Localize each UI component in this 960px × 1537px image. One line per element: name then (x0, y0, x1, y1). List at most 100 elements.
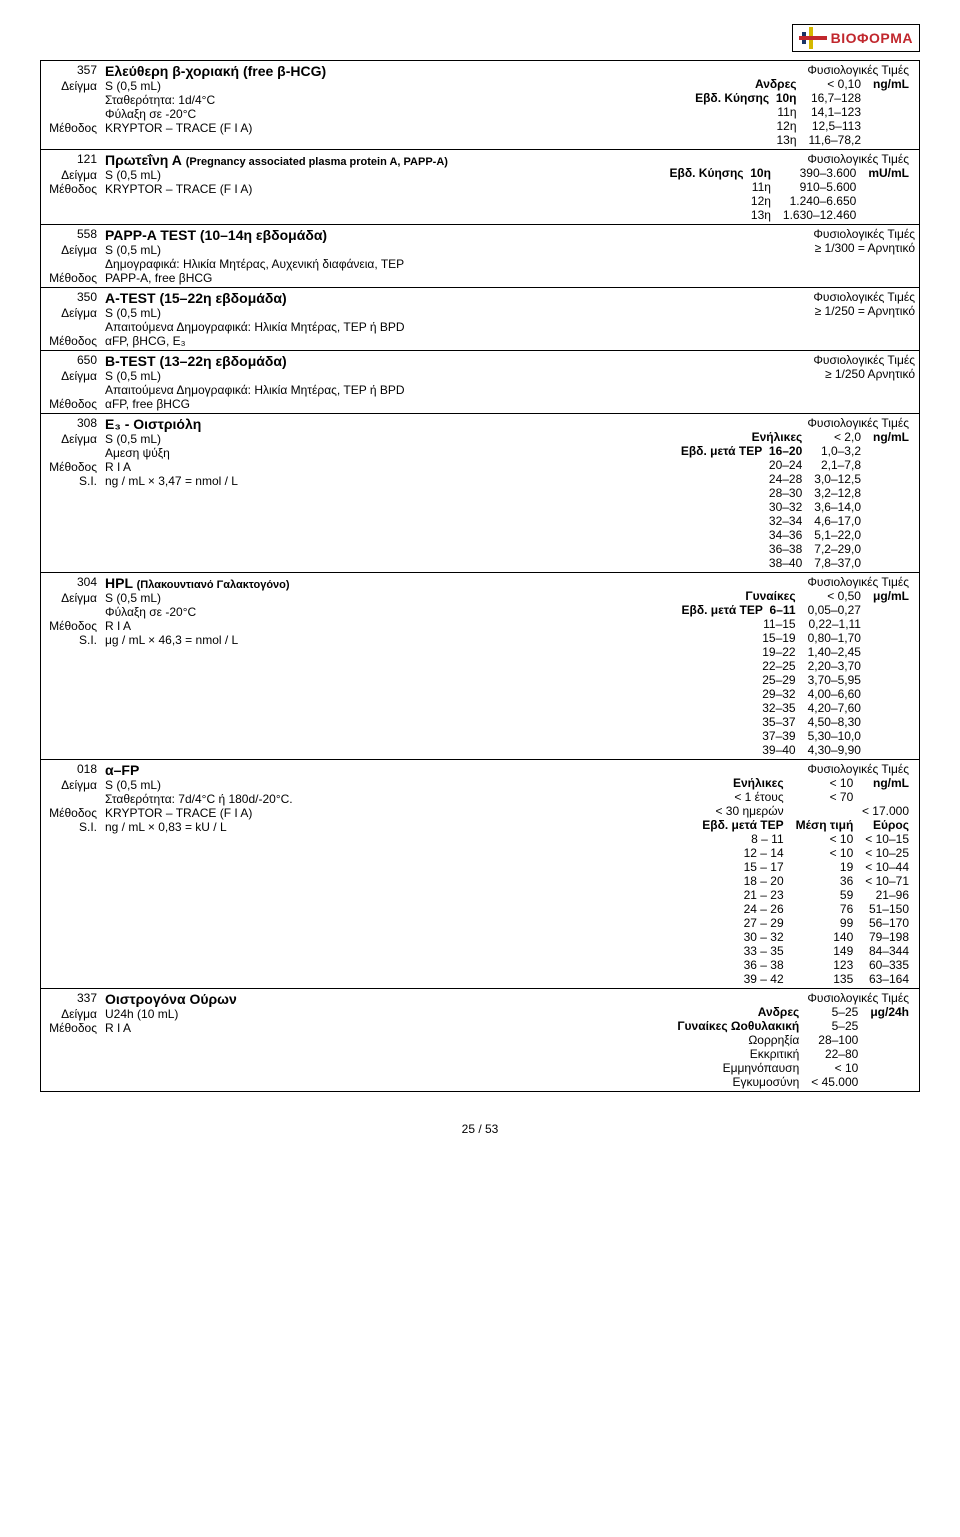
row-key: 13η (689, 133, 802, 147)
method-value: PAPP-A, free βHCG (105, 271, 212, 285)
row-range: < 10–71 (859, 874, 915, 888)
sample-label: Δείγμα (45, 432, 105, 446)
sample-value: S (0,5 mL) (105, 432, 161, 446)
row-val: 7,2–29,0 (808, 542, 867, 556)
row-key: 12η (689, 119, 802, 133)
row-range: 60–335 (859, 958, 915, 972)
sample-label: Δείγμα (45, 1007, 105, 1021)
row-val: < 10 (805, 1061, 864, 1075)
row-key: 8 – 11 (696, 832, 789, 846)
lt1-label: < 1 έτους (696, 790, 789, 804)
row-key: 24–28 (675, 472, 808, 486)
gyn-value: < 0,50 (802, 589, 867, 603)
phys-label: Φυσιολογικές Τιμές (675, 575, 915, 589)
kyisis-label: Εβδ. Κύησης 10η (664, 166, 777, 180)
sample-label: Δείγμα (45, 79, 105, 93)
test-title: α–FP (105, 762, 139, 778)
row-mid: 135 (790, 972, 860, 986)
test-title-a: Πρωτεΐνη Α (105, 152, 186, 168)
row-key: 11–15 (675, 617, 801, 631)
andres-value: < 0,10 (803, 77, 868, 91)
row-mid: 123 (790, 958, 860, 972)
storage: Φύλαξη σε -20°C (105, 107, 196, 121)
row-key: 30 – 32 (696, 930, 789, 944)
method-value: KRYPTOR – TRACE (F I A) (105, 121, 252, 135)
row-key: 27 – 29 (696, 916, 789, 930)
row-key: Εκκριτική (671, 1047, 805, 1061)
row-val: 3,2–12,8 (808, 486, 867, 500)
sample-value: S (0,5 mL) (105, 79, 161, 93)
row-key: 36 – 38 (696, 958, 789, 972)
method-label: Μέθοδος (45, 806, 105, 820)
row-range: 21–96 (859, 888, 915, 902)
row-mid: 59 (790, 888, 860, 902)
tep-label: Εβδ. μετά ΤΕΡ 16–20 (675, 444, 808, 458)
entry-357: 357 Ελεύθερη β-χοριακή (free β-HCG) Δείγ… (41, 61, 919, 150)
stability: Σταθερότητα: 1d/4°C (105, 93, 215, 107)
evros-label: Εύρος (859, 818, 915, 832)
test-title: Οιστρογόνα Ούρων (105, 991, 237, 1007)
row-key: 29–32 (675, 687, 801, 701)
method-label: Μέθοδος (45, 121, 105, 135)
row-mid: 76 (790, 902, 860, 916)
row-key: Εγκυμοσύνη (671, 1075, 805, 1089)
code: 121 (45, 152, 105, 168)
method-value: R I A (105, 460, 131, 474)
page-footer: 25 / 53 (40, 1122, 920, 1136)
lt30-value: < 17.000 (790, 804, 915, 818)
andres-value: 5–25 (805, 1005, 864, 1019)
row-key: 22–25 (675, 659, 801, 673)
entry-018: 018 α–FP Δείγμα S (0,5 mL) Σταθερότητα: … (41, 760, 919, 989)
row-val: 390–3.600 (777, 166, 862, 180)
row-range: 79–198 (859, 930, 915, 944)
row-val: 12,5–113 (803, 119, 868, 133)
row-range: 84–344 (859, 944, 915, 958)
andres-label: Ανδρες (689, 77, 802, 91)
method-value: R I A (105, 1021, 131, 1035)
lt30-label: < 30 ημερών (696, 804, 789, 818)
method-label: Μέθοδος (45, 619, 105, 633)
amesi: Αμεση ψύξη (105, 446, 170, 460)
test-title-b: (Pregnancy associated plasma protein A, … (186, 156, 448, 168)
unit: μg/mL (867, 589, 915, 603)
row-key: 37–39 (675, 729, 801, 743)
row-mid: 19 (790, 860, 860, 874)
row-key: 32–34 (675, 514, 808, 528)
method-value: αFP, βHCG, E₃ (105, 334, 186, 348)
row-val: 4,50–8,30 (802, 715, 867, 729)
row-mid: 149 (790, 944, 860, 958)
row-val: 11,6–78,2 (803, 133, 868, 147)
row-val: 16,7–128 (803, 91, 868, 105)
code: 558 (45, 227, 105, 243)
test-title: Ελεύθερη β-χοριακή (free β-HCG) (105, 63, 326, 79)
entry-650: 650 B-TEST (13–22η εβδομάδα) Δείγμα S (0… (41, 351, 919, 414)
row-key: 36–38 (675, 542, 808, 556)
row-key: 24 – 26 (696, 902, 789, 916)
sample-value: S (0,5 mL) (105, 306, 161, 320)
row-range: 63–164 (859, 972, 915, 986)
phys-label: Φυσιολογικές Τιμές (696, 762, 915, 776)
sample-label: Δείγμα (45, 369, 105, 383)
entry-304: 304 HPL (Πλακουντιανό Γαλακτογόνο) Δείγμ… (41, 573, 919, 760)
row-range: < 10–44 (859, 860, 915, 874)
row-key: 15–19 (675, 631, 801, 645)
sample-label: Δείγμα (45, 778, 105, 792)
enilikes-label: Ενήλικες (675, 430, 808, 444)
row-val: 1.630–12.460 (777, 208, 862, 222)
phys-label: Φυσιολογικές Τιμές (671, 991, 915, 1005)
entry-350: 350 A-TEST (15–22η εβδομάδα) Δείγμα S (0… (41, 288, 919, 351)
sample-value: S (0,5 mL) (105, 369, 161, 383)
test-subtitle: (Πλακουντιανό Γαλακτογόνο) (137, 579, 290, 591)
code: 308 (45, 416, 105, 432)
row-key: Εμμηνόπαυση (671, 1061, 805, 1075)
row-range: < 10–25 (859, 846, 915, 860)
row-val: < 45.000 (805, 1075, 864, 1089)
row-mid: < 10 (790, 846, 860, 860)
sample-label: Δείγμα (45, 243, 105, 257)
row-key: Γυναίκες Ωοθυλακική (671, 1019, 805, 1033)
method-label: Μέθοδος (45, 182, 105, 196)
sample-value: S (0,5 mL) (105, 778, 161, 792)
row-key: 11η (664, 180, 777, 194)
test-title: PAPP-A TEST (10–14η εβδομάδα) (105, 227, 327, 243)
row-val: 5,30–10,0 (802, 729, 867, 743)
